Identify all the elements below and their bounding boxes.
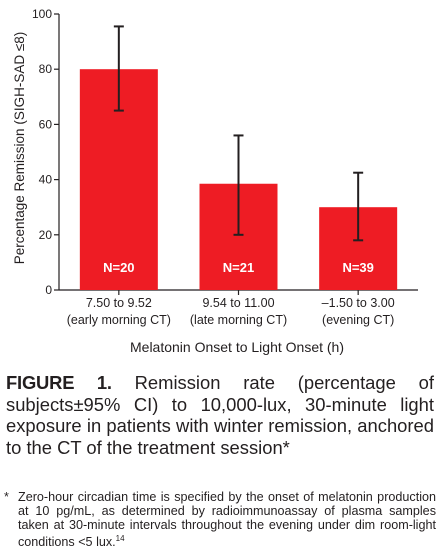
y-tick-label: 20 — [39, 228, 53, 242]
y-axis-label: Percentage Remission (SIGH-SAD ≤8) — [12, 32, 27, 265]
y-tick-label: 100 — [32, 7, 52, 21]
figure-label: FIGURE 1. — [6, 372, 112, 393]
footnote-text: Zero-hour circadian time is specified by… — [18, 490, 436, 550]
y-tick-label: 0 — [45, 283, 52, 297]
y-tick-label: 80 — [39, 62, 53, 76]
bar-data-label: N=39 — [342, 260, 373, 275]
footnote-body: Zero-hour circadian time is specified by… — [18, 490, 436, 549]
x-tick-sublabel: (early morning CT) — [67, 313, 171, 327]
x-tick-label: –1.50 to 3.00 — [322, 296, 395, 310]
footnote-mark: * — [4, 490, 9, 504]
figure-caption: FIGURE 1. Remission rate (percentage of … — [6, 372, 434, 458]
bar-chart: 0 20 40 60 80 100 N=20 7.50 to 9.52 (early morni… — [12, 7, 418, 355]
x-tick-label: 7.50 to 9.52 — [86, 296, 152, 310]
bar-data-label: N=21 — [223, 260, 254, 275]
x-tick-sublabel: (late morning CT) — [190, 313, 287, 327]
y-tick-label: 60 — [39, 117, 53, 131]
figure-caption-text: Remission rate (percentage of subjects±9… — [6, 372, 434, 458]
footnote-reference: 14 — [115, 534, 125, 543]
x-tick-label: 9.54 to 11.00 — [202, 296, 274, 310]
footnote: * Zero-hour circadian time is specified … — [4, 490, 436, 549]
x-tick-sublabel: (evening CT) — [322, 313, 394, 327]
bar-data-label: N=20 — [103, 260, 134, 275]
y-tick-label: 40 — [39, 173, 53, 187]
x-axis-label: Melatonin Onset to Light Onset (h) — [130, 339, 344, 355]
